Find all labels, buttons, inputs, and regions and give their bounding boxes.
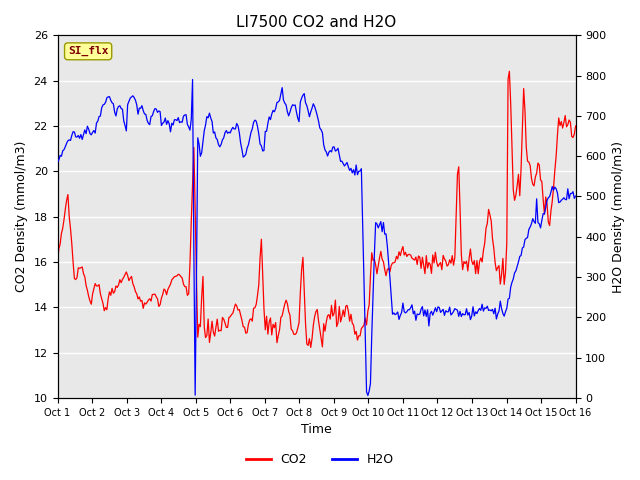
- Y-axis label: CO2 Density (mmol/m3): CO2 Density (mmol/m3): [15, 141, 28, 292]
- Legend: CO2, H2O: CO2, H2O: [241, 448, 399, 471]
- Title: LI7500 CO2 and H2O: LI7500 CO2 and H2O: [236, 15, 397, 30]
- Y-axis label: H2O Density (mmol/m3): H2O Density (mmol/m3): [612, 141, 625, 293]
- X-axis label: Time: Time: [301, 423, 332, 436]
- Text: SI_flx: SI_flx: [68, 46, 108, 57]
